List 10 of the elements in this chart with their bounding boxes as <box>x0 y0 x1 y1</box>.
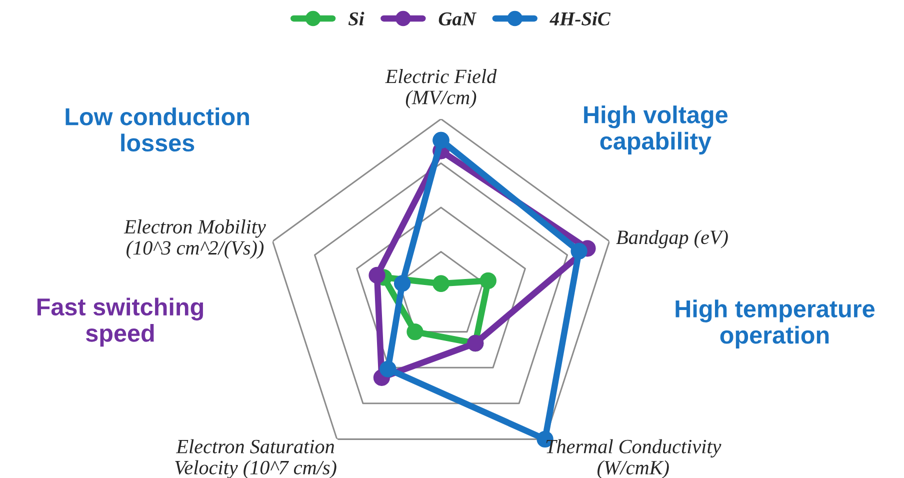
spoke-label: Bandgap (eV) <box>616 230 728 248</box>
spoke-label: Electric Field (MV/cm) <box>385 69 497 108</box>
spoke-label: Electron Mobility (10^3 cm^2/(Vs)) <box>124 219 266 259</box>
text: High voltage capability <box>584 106 728 154</box>
text: Low conduction losses <box>66 108 249 152</box>
legend-label: Si <box>348 12 364 26</box>
text: High temperature operation <box>676 300 875 349</box>
text: Fast switching speed <box>37 298 204 347</box>
legend-label: GaN <box>438 12 477 26</box>
legend-label: 4H-SiC <box>550 12 611 26</box>
